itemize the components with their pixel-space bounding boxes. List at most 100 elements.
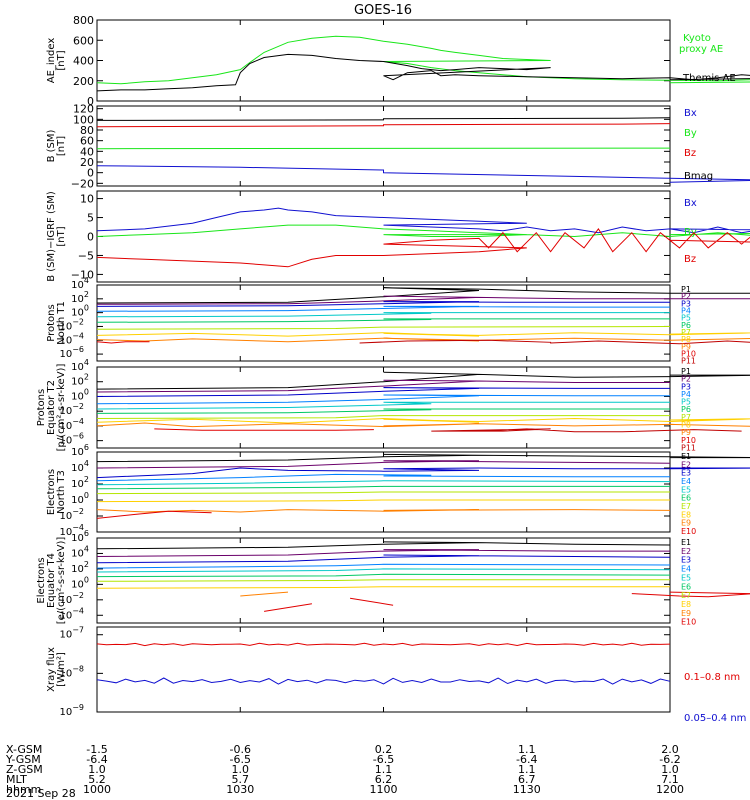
series-line (96, 568, 671, 573)
series-line (96, 224, 750, 238)
x-row-label: hhmm (6, 783, 41, 796)
legend-label: E4 (681, 477, 691, 486)
y-tick-label: 102 (71, 373, 89, 388)
series-line (96, 401, 670, 410)
series-line (96, 147, 671, 150)
series-line (96, 228, 750, 268)
x-row-label: X-GSM (6, 743, 42, 756)
series-line (96, 491, 670, 495)
series-line (96, 541, 671, 550)
series-line (96, 341, 150, 344)
series-line (96, 422, 750, 428)
legend-label: P2 (681, 292, 691, 301)
y-tick-label: 80 (80, 124, 94, 137)
legend-label: E7 (681, 502, 691, 511)
legend-label: P4 (681, 307, 691, 316)
x-row-value: 5.7 (232, 773, 250, 786)
legend-label: P5 (681, 314, 691, 323)
y-axis-label: AE_index (46, 38, 57, 84)
series-line (669, 591, 750, 595)
legend-label: Bx (684, 198, 697, 209)
series-line (96, 394, 670, 405)
series-line (96, 642, 671, 647)
y-axis-label: North T1 (56, 301, 67, 345)
series-line (96, 573, 671, 578)
x-row-value: 5.2 (88, 773, 106, 786)
x-row-value: -6.4 (516, 753, 537, 766)
x-row-value: -0.6 (230, 743, 251, 756)
legend-label: E9 (681, 519, 691, 528)
x-row-label: MLT (6, 773, 27, 786)
y-tick-label: 10−7 (59, 626, 84, 641)
legend-label: P8 (681, 420, 691, 429)
y-tick-label: 100 (71, 304, 89, 319)
legend-label: P9 (681, 428, 691, 437)
series-line (264, 603, 312, 612)
x-row-value: 1.1 (375, 763, 393, 776)
series-line (96, 165, 750, 183)
date-label: 2021 Sep 28 (6, 787, 76, 800)
y-axis-label: Protons (46, 304, 57, 341)
y-tick-label: 100 (71, 575, 89, 590)
legend-label: Bz (684, 254, 696, 265)
series-line (96, 387, 670, 397)
legend-label: E7 (681, 591, 691, 600)
legend-label: P10 (681, 436, 696, 445)
legend-label: P6 (681, 405, 691, 414)
legend-label: P4 (681, 390, 691, 399)
y-axis-label: Electrons (46, 469, 57, 515)
legend-label: P11 (681, 357, 696, 366)
series-line (96, 318, 670, 323)
legend-label: E8 (681, 510, 691, 519)
legend-label: P1 (681, 285, 691, 294)
y-tick-label: 600 (73, 34, 94, 47)
y-tick-label: 0 (87, 167, 94, 180)
series-line (96, 485, 670, 490)
x-row-value: 1.0 (232, 763, 250, 776)
x-row-value: 1000 (83, 783, 111, 796)
y-tick-label: 10 (80, 193, 94, 206)
legend-label: E1 (681, 452, 691, 461)
x-axis-table: X-GSM -1.5 -0.6 0.2 1.1 2.0 Y-GSM -6.4 -6.5 -6.5 -… (5, 743, 684, 796)
legend-label: E3 (681, 469, 691, 478)
series-line (96, 408, 670, 414)
series-line (96, 554, 671, 564)
y-tick-label: −20 (71, 177, 94, 190)
y-tick-label: 800 (73, 14, 94, 27)
x-row-value: 1100 (370, 783, 398, 796)
x-row-value: 1030 (226, 783, 254, 796)
legend-label: E4 (681, 565, 691, 574)
y-tick-label: 102 (71, 560, 89, 575)
y-axis-label: [nT] (56, 50, 67, 70)
y-axis-label: Protons (36, 389, 47, 426)
y-axis-label: B (SM) (46, 129, 57, 162)
series-line (96, 117, 671, 121)
series-line (96, 579, 670, 582)
legend-label: E2 (681, 460, 691, 469)
legend-label: P8 (681, 335, 691, 344)
y-tick-label: 106 (71, 443, 89, 458)
y-axis-label: North T3 (56, 470, 67, 514)
y-tick-label: 400 (73, 55, 94, 68)
series-line (96, 510, 212, 519)
y-axis-label: Electrons (36, 557, 47, 603)
x-row-value: 6.2 (375, 773, 393, 786)
legend-label: P3 (681, 382, 691, 391)
x-row-value: -6.2 (659, 753, 680, 766)
y-tick-label: 102 (71, 290, 89, 305)
legend-label: By (684, 227, 697, 238)
y-tick-label: 102 (71, 475, 89, 490)
legend-label: E9 (681, 609, 691, 618)
series-line (96, 35, 750, 85)
legend-label: P1 (681, 367, 691, 376)
x-row-value: 1200 (656, 783, 684, 796)
x-row-value: 1.0 (88, 763, 106, 776)
series-line (240, 591, 289, 597)
series-line (96, 480, 671, 486)
legend-label: P7 (681, 328, 691, 337)
legend-label: Bmag (684, 171, 713, 182)
